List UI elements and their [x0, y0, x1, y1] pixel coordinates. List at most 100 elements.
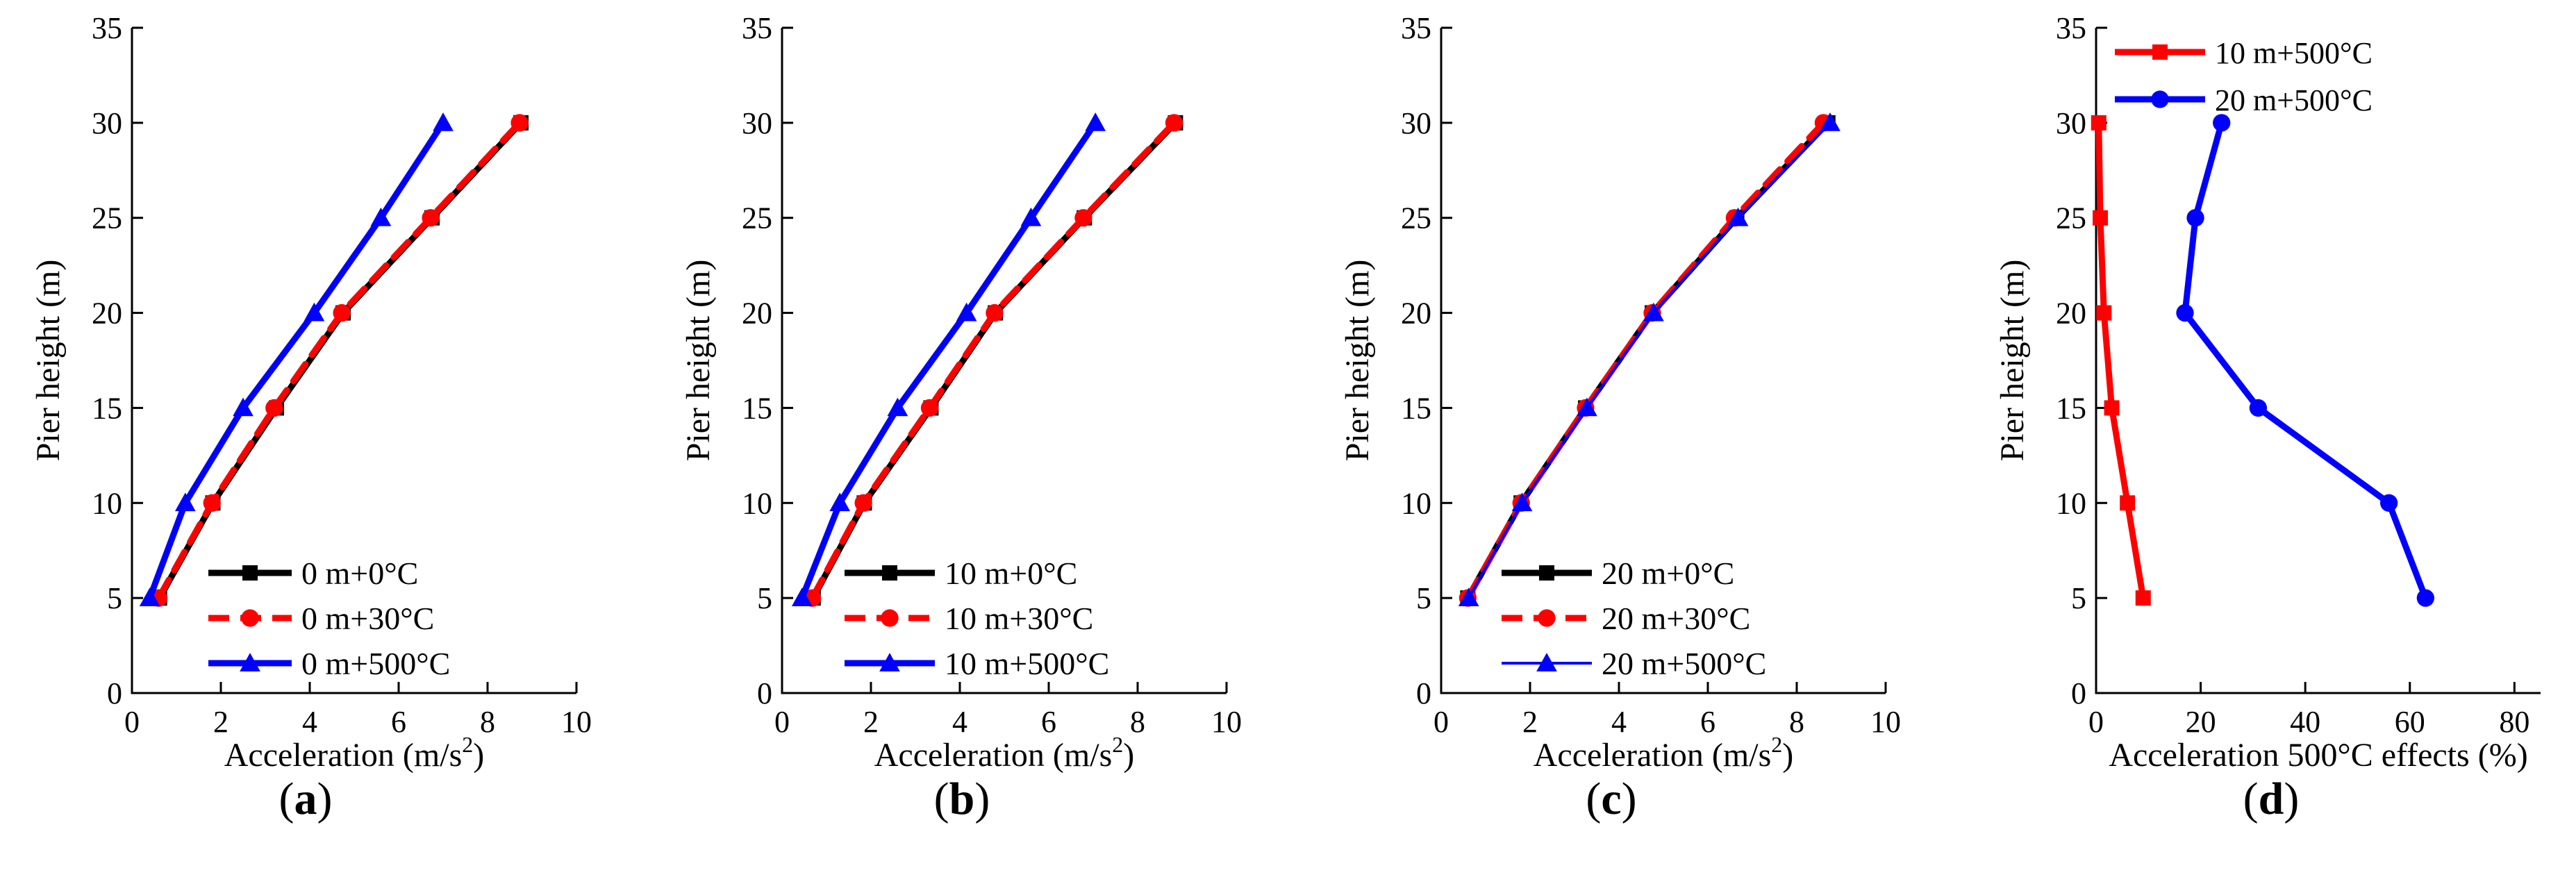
data-point — [829, 492, 851, 512]
legend-label: 10 m+0°C — [945, 556, 1077, 591]
panel-label-letter: c — [1601, 774, 1621, 824]
panel-label-close-paren: ) — [1622, 774, 1637, 824]
data-point — [1727, 207, 1749, 226]
legend: 0 m+0°C 0 m+30°C 0 m+500°C — [208, 556, 450, 681]
data-point — [2416, 589, 2435, 607]
chart-panel-c: 0 5 10 15 20 25 30 35 0 2 4 6 8 10 Pier height (m) Acce… — [1339, 11, 1901, 824]
x-tick-label: 0 — [1434, 705, 1449, 739]
y-tick-label: 20 — [2056, 297, 2086, 331]
panel-label: (c) — [1586, 774, 1636, 824]
y-tick-label: 25 — [1401, 201, 1431, 235]
data-point — [956, 302, 977, 322]
series-3 — [1458, 112, 1840, 607]
chart-panel-d: 0 5 10 15 20 25 30 35 0 20 40 60 80 Pier height (m) Ac… — [1994, 11, 2541, 824]
y-tick-label: 35 — [742, 11, 772, 45]
data-point — [2186, 209, 2204, 227]
legend: 20 m+0°C 20 m+30°C 20 m+500°C — [1502, 556, 1766, 681]
y-tick-label: 0 — [107, 676, 122, 710]
series-1 — [1460, 115, 1836, 606]
x-tick-label: 8 — [480, 705, 495, 739]
y-tick-label: 30 — [92, 106, 122, 140]
x-axis-label: Acceleration (m/s2) — [874, 732, 1135, 774]
series-line — [809, 119, 1177, 601]
y-axis-label: Pier height (m) — [1339, 260, 1376, 462]
x-axis-label-close: ) — [1123, 737, 1134, 774]
panel-label-letter: b — [949, 774, 975, 824]
data-point — [2249, 399, 2268, 417]
y-tick-label: 0 — [2071, 676, 2086, 710]
x-tick-label: 4 — [952, 705, 967, 739]
data-point — [333, 303, 351, 322]
panel-label-open-paren: ( — [934, 774, 949, 824]
series-line — [799, 119, 1099, 601]
data-point — [1820, 112, 1840, 131]
panel-label: (d) — [2243, 774, 2300, 824]
data-point — [139, 587, 160, 607]
x-tick-label: 80 — [2499, 705, 2529, 739]
legend-label: 10 m+30°C — [945, 601, 1093, 636]
y-tick-label: 25 — [2056, 201, 2086, 235]
y-tick-label: 35 — [1401, 11, 1431, 45]
legend-marker — [1538, 609, 1556, 627]
y-tick-label: 20 — [1401, 297, 1431, 331]
y-tick-label: 20 — [742, 297, 772, 331]
x-axis-label-main: Acceleration (m/s — [874, 737, 1113, 774]
legend: 10 m+0°C 10 m+30°C 10 m+500°C — [845, 556, 1109, 681]
data-point — [2104, 400, 2120, 416]
data-point — [2091, 115, 2106, 131]
legend-marker — [240, 653, 260, 672]
y-tick-label: 30 — [1401, 106, 1431, 140]
data-point — [203, 494, 221, 512]
data-point — [1085, 112, 1106, 131]
y-tick-label: 30 — [742, 106, 772, 140]
y-tick-label: 0 — [757, 676, 772, 710]
y-tick-label: 15 — [92, 391, 122, 425]
legend-label: 20 m+500°C — [1602, 646, 1766, 681]
x-tick-label: 10 — [1211, 705, 1242, 739]
data-point — [1577, 397, 1597, 417]
series-1 — [151, 115, 529, 606]
y-tick-label: 25 — [92, 201, 122, 235]
y-tick-label: 10 — [1401, 486, 1431, 520]
data-point — [304, 302, 325, 322]
legend-marker — [242, 565, 258, 581]
y-tick-label: 35 — [2056, 11, 2086, 45]
x-axis-label-superscript: 2 — [462, 732, 473, 757]
data-point — [791, 587, 813, 607]
series-line — [2095, 119, 2147, 601]
legend-marker — [2151, 90, 2169, 108]
series-line — [1464, 119, 1831, 601]
data-point — [265, 399, 283, 417]
y-tick-label: 15 — [742, 391, 772, 425]
data-point — [2379, 494, 2398, 512]
data-point — [1074, 209, 1092, 227]
legend: 10 m+500°C 20 m+500°C — [2115, 36, 2373, 117]
x-tick-label: 40 — [2290, 705, 2320, 739]
data-point — [1643, 302, 1664, 322]
data-point — [422, 209, 440, 227]
x-tick-label: 6 — [1700, 705, 1715, 739]
data-point — [2176, 303, 2194, 322]
legend-marker — [241, 609, 259, 627]
data-point — [2135, 590, 2151, 606]
legend-marker — [1539, 565, 1554, 581]
x-tick-label: 10 — [561, 705, 592, 739]
panel-label-letter: a — [294, 774, 317, 824]
data-point — [887, 397, 908, 417]
legend-marker — [882, 565, 897, 581]
data-point — [370, 207, 392, 226]
axes-frame — [131, 28, 576, 694]
legend-label: 20 m+500°C — [2215, 83, 2373, 117]
y-tick-label: 20 — [92, 297, 122, 331]
axes-frame — [781, 28, 1227, 694]
x-tick-label: 2 — [213, 705, 228, 739]
x-axis-label: Acceleration (m/s2) — [1534, 732, 1794, 774]
x-tick-label: 2 — [863, 705, 879, 739]
series-line — [147, 119, 447, 601]
y-axis-label: Pier height (m) — [680, 260, 717, 462]
series-line — [1464, 119, 1827, 601]
panel-label-close-paren: ) — [974, 774, 990, 824]
data-point — [433, 112, 454, 131]
data-point — [1511, 492, 1533, 512]
x-axis-label-main: Acceleration (m/s — [224, 737, 463, 774]
